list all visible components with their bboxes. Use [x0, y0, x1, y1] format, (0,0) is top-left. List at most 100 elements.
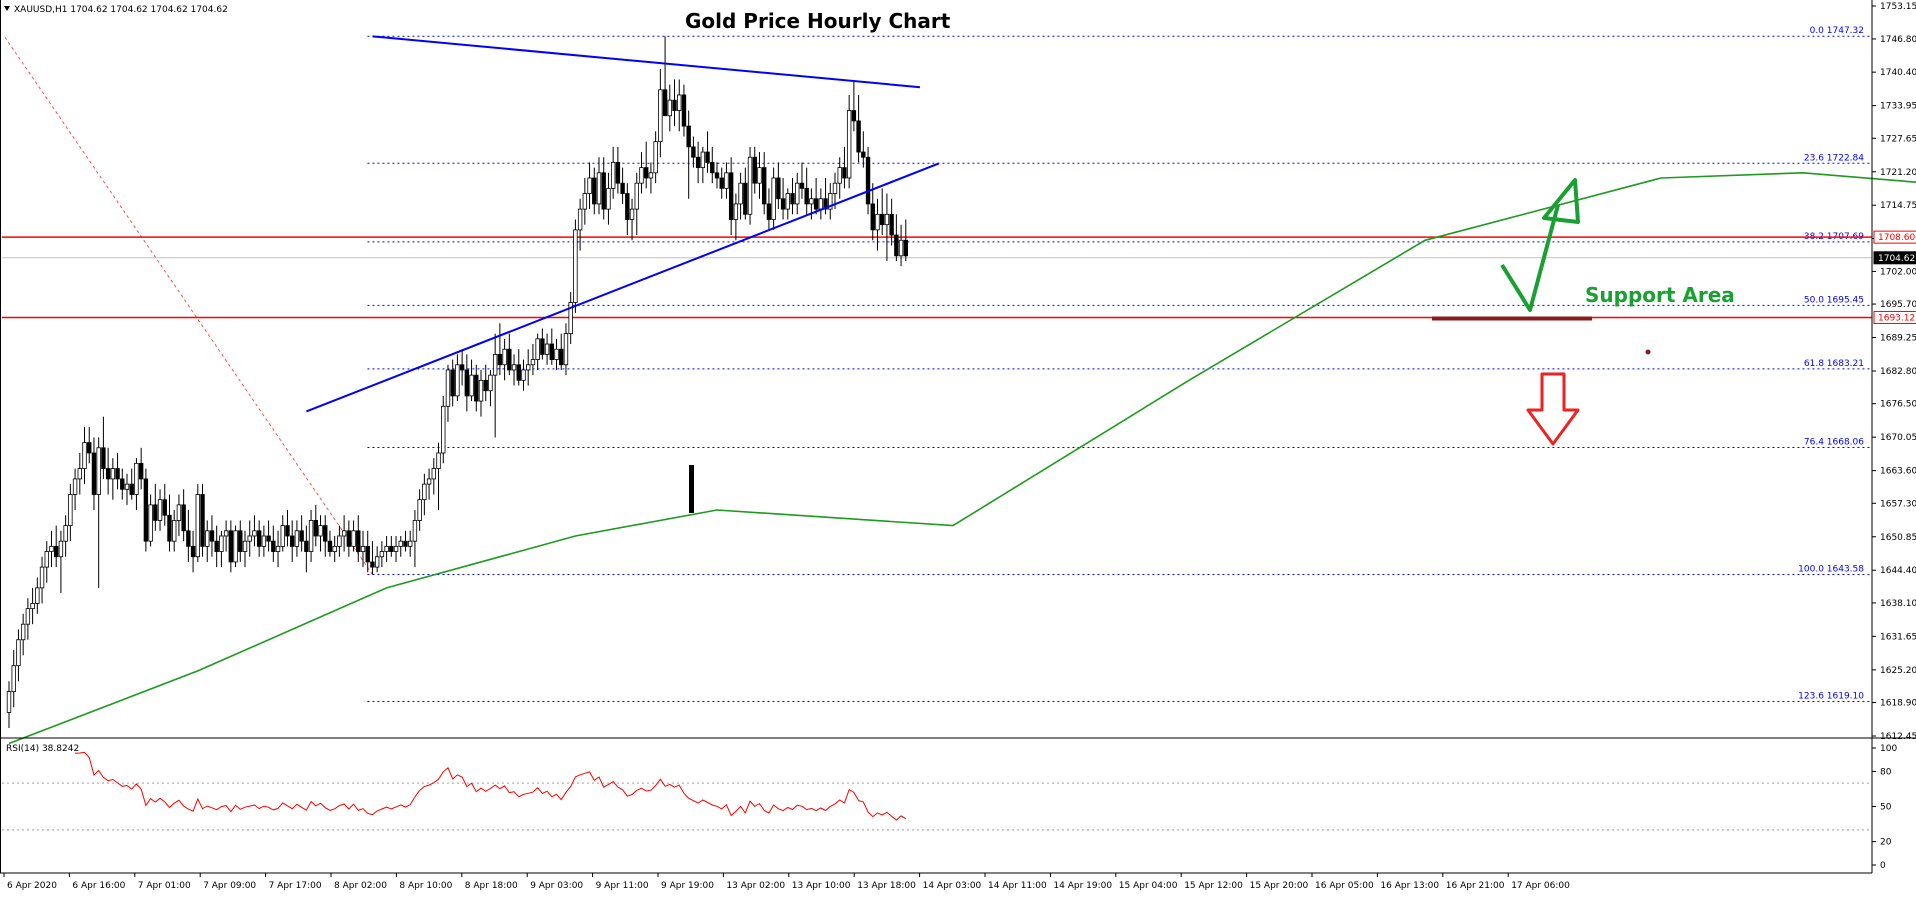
- candle-body: [115, 468, 120, 480]
- candle-body: [323, 525, 328, 542]
- candle-body: [200, 494, 205, 547]
- candle-body: [148, 504, 153, 542]
- candle-body: [747, 156, 753, 215]
- candle: [39, 556, 45, 604]
- candle: [445, 364, 451, 422]
- candle-body: [157, 499, 163, 521]
- candle-body: [205, 530, 210, 547]
- candle: [516, 349, 521, 386]
- candle: [143, 468, 149, 552]
- symbol-info: XAUUSD,H1 1704.62 1704.62 1704.62 1704.6…: [14, 5, 228, 15]
- price-tick-label: 1657.30: [1880, 499, 1916, 509]
- candle-body: [266, 535, 271, 542]
- candle-body: [634, 182, 639, 210]
- candle: [412, 510, 418, 568]
- candle-body: [49, 545, 54, 552]
- candle: [681, 84, 687, 137]
- candle: [856, 94, 861, 163]
- candle-body: [247, 535, 252, 542]
- candle: [733, 193, 739, 241]
- candle: [728, 157, 734, 236]
- candle-body: [63, 525, 68, 542]
- chart-frame: [0, 0, 1873, 874]
- candle-body: [445, 369, 451, 407]
- candle: [832, 172, 838, 210]
- candle-body: [554, 348, 559, 360]
- candle: [540, 328, 545, 360]
- candle-body: [294, 530, 300, 547]
- time-tick-label: 16 Apr 21:00: [1446, 881, 1505, 891]
- candle: [677, 79, 682, 132]
- candle: [695, 141, 701, 184]
- candle-body: [771, 177, 776, 220]
- candle-body: [101, 447, 106, 469]
- candle: [526, 349, 531, 386]
- rsi-tick-label: 50: [1880, 803, 1892, 813]
- candle: [256, 520, 262, 557]
- candle: [417, 489, 422, 531]
- candle-body: [209, 530, 215, 542]
- candle-body: [318, 525, 323, 537]
- candle: [308, 510, 314, 562]
- candle-body: [596, 172, 602, 205]
- price-tick-label: 1727.65: [1880, 134, 1916, 144]
- candle-body: [351, 530, 356, 547]
- candle: [776, 162, 781, 210]
- candle-body: [190, 545, 196, 558]
- candle-body: [573, 229, 578, 303]
- candle-body: [653, 141, 658, 174]
- candle: [511, 354, 517, 386]
- candle: [610, 146, 616, 199]
- candle-body: [162, 499, 167, 516]
- candle-body: [450, 369, 455, 397]
- candle-body: [214, 540, 219, 552]
- candle-body: [30, 603, 35, 610]
- candle: [474, 364, 479, 412]
- candle-body: [776, 177, 781, 200]
- price-tick-label: 1695.70: [1880, 300, 1916, 310]
- candle-body: [275, 545, 281, 552]
- time-tick-label: 8 Apr 10:00: [399, 881, 452, 891]
- time-tick-label: 7 Apr 09:00: [203, 881, 256, 891]
- candle: [365, 530, 370, 573]
- candle: [648, 162, 654, 194]
- time-tick-label: 8 Apr 18:00: [465, 881, 518, 891]
- candle-body: [77, 468, 82, 480]
- candle: [898, 224, 904, 267]
- candle-body: [313, 520, 318, 537]
- candle: [568, 292, 573, 345]
- candle-body: [818, 198, 824, 210]
- candle-body: [153, 504, 158, 521]
- candle: [894, 214, 899, 262]
- fib-label-50.0: 50.0 1695.45: [1804, 295, 1864, 305]
- candle: [620, 167, 625, 204]
- time-tick-label: 14 Apr 03:00: [923, 881, 982, 891]
- candle: [488, 369, 493, 407]
- candle-body: [436, 452, 441, 469]
- candle-body: [431, 468, 436, 480]
- candle: [318, 515, 323, 552]
- candle-body: [389, 545, 394, 552]
- candle: [294, 520, 300, 557]
- candle-body: [672, 99, 677, 111]
- candle: [634, 172, 639, 236]
- price-tick-label: 1721.20: [1880, 168, 1916, 178]
- candle-body: [25, 608, 31, 625]
- candle: [209, 515, 215, 557]
- candle: [865, 146, 871, 215]
- candle-body: [332, 545, 337, 552]
- candle-body: [441, 405, 446, 454]
- candle: [389, 535, 394, 557]
- candle-body: [629, 208, 635, 220]
- candle: [592, 167, 597, 215]
- candle-body: [846, 110, 852, 179]
- candle-body: [474, 374, 479, 402]
- price-tick-label: 1714.75: [1880, 201, 1916, 211]
- candle-body: [719, 177, 724, 189]
- candle-body: [497, 353, 503, 366]
- candle-body: [785, 193, 790, 210]
- candle: [228, 520, 234, 573]
- candle-body: [762, 167, 767, 205]
- candle: [563, 323, 569, 376]
